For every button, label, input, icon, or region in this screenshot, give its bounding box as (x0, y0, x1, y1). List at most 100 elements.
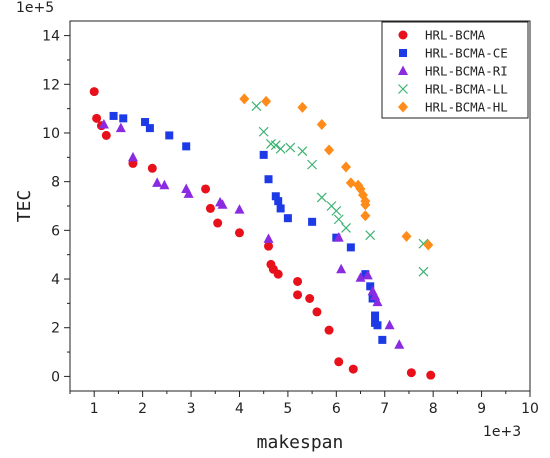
x-tick-label: 10 (521, 401, 539, 417)
data-point-hrl-bcma-hl (239, 93, 250, 105)
data-point-hrl-bcma-hl (297, 101, 308, 113)
data-point-hrl-bcma-ce (308, 217, 317, 226)
data-point-hrl-bcma-ce (119, 114, 128, 123)
data-point-hrl-bcma (147, 163, 157, 173)
y-tick-label: 10 (42, 126, 60, 142)
legend-entry-hrl-bcma-hl: HRL-BCMA-HL (425, 100, 508, 115)
data-point-hrl-bcma-ll (331, 205, 342, 216)
data-point-hrl-bcma (293, 276, 303, 286)
legend-entry-hrl-bcma-ce: HRL-BCMA-CE (425, 46, 508, 61)
data-point-hrl-bcma-ce (271, 192, 280, 201)
data-point-hrl-bcma-ri (183, 188, 194, 198)
data-point-hrl-bcma-ri (98, 118, 109, 129)
data-point-hrl-bcma-hl (423, 239, 434, 251)
data-point-hrl-bcma-ll (285, 142, 296, 153)
legend-marker-hrl-bcma-ll (398, 84, 408, 94)
x-multiplier-label: 1e+3 (483, 424, 521, 440)
data-point-hrl-bcma-ll (341, 222, 351, 233)
legend-marker-hrl-bcma-hl (398, 101, 408, 113)
data-point-hrl-bcma-ce (182, 142, 191, 151)
data-point-hrl-bcma-ri (159, 179, 170, 190)
data-point-hrl-bcma-ri (234, 204, 245, 214)
x-tick-label: 1 (90, 401, 99, 417)
y-multiplier-label: 1e+5 (16, 0, 54, 16)
data-point-hrl-bcma-ri (217, 199, 228, 209)
data-points (89, 87, 436, 380)
data-point-hrl-bcma-hl (261, 95, 272, 107)
data-point-hrl-bcma-ce (361, 270, 370, 279)
data-point-hrl-bcma (334, 357, 344, 367)
x-tick-label: 4 (235, 401, 244, 417)
data-point-hrl-bcma (234, 228, 244, 238)
data-point-hrl-bcma-ri (333, 232, 344, 242)
data-point-hrl-bcma-ll (418, 266, 429, 277)
x-tick-label: 2 (138, 401, 147, 417)
data-point-hrl-bcma-ce (371, 311, 380, 320)
legend-entry-hrl-bcma-ri: HRL-BCMA-RI (425, 64, 508, 79)
data-point-hrl-bcma-ri (362, 269, 373, 280)
data-point-hrl-bcma-ce (259, 150, 268, 159)
data-point-hrl-bcma-ri (115, 122, 126, 133)
data-point-hrl-bcma (406, 368, 416, 378)
data-point-hrl-bcma-ll (365, 230, 376, 241)
data-point-hrl-bcma-hl (360, 199, 371, 211)
legend: HRL-BCMA HRL-BCMA-CE HRL-BCMA-RI HRL-BCMA-L… (381, 21, 529, 119)
data-point-hrl-bcma-ll (251, 101, 262, 112)
data-point-hrl-bcma-ce (264, 175, 273, 184)
x-tick-label: 5 (283, 401, 292, 417)
y-tick-label: 12 (42, 77, 60, 93)
data-point-hrl-bcma (92, 113, 102, 123)
data-point-hrl-bcma-ri (355, 272, 366, 282)
data-point-hrl-bcma-ll (333, 214, 344, 225)
data-point-hrl-bcma (348, 364, 358, 374)
legend-entry-hrl-bcma: HRL-BCMA (425, 28, 486, 43)
data-point-hrl-bcma-ri (263, 233, 274, 243)
x-tick-label: 7 (380, 401, 389, 417)
x-tick-label: 6 (332, 401, 341, 417)
data-point-hrl-bcma (101, 130, 111, 140)
legend-entry-hrl-bcma-ll: HRL-BCMA-LL (425, 82, 508, 97)
data-point-hrl-bcma-ce (366, 282, 375, 291)
data-point-hrl-bcma-hl (345, 177, 356, 189)
legend-marker-hrl-bcma (398, 30, 408, 40)
data-point-hrl-bcma (213, 218, 223, 228)
data-point-hrl-bcma-hl (341, 161, 351, 173)
x-tick-label: 9 (477, 401, 486, 417)
data-point-hrl-bcma-ri (152, 177, 163, 187)
data-point-hrl-bcma-hl (316, 118, 327, 130)
data-point-hrl-bcma (205, 203, 215, 213)
legend-marker-hrl-bcma-ce (399, 49, 407, 57)
data-point-hrl-bcma (426, 370, 436, 380)
data-point-hrl-bcma-ce (283, 214, 292, 223)
data-point-hrl-bcma (201, 184, 211, 194)
data-point-hrl-bcma (273, 269, 283, 279)
data-point-hrl-bcma-ll (270, 140, 281, 151)
data-point-hrl-bcma-ce (165, 131, 174, 140)
x-axis-title: makespan (257, 432, 344, 453)
data-point-hrl-bcma (264, 241, 274, 251)
y-axis-title: TEC (14, 190, 35, 223)
data-point-hrl-bcma-ri (394, 339, 405, 349)
y-tick-label: 4 (51, 272, 60, 288)
data-point-hrl-bcma-ce (145, 124, 154, 133)
data-point-hrl-bcma (324, 325, 334, 335)
y-tick-label: 14 (42, 29, 60, 45)
data-point-hrl-bcma-ce (274, 197, 283, 206)
data-point-hrl-bcma (305, 294, 315, 303)
data-point-hrl-bcma-ri (127, 151, 138, 162)
data-point-hrl-bcma-ll (297, 146, 308, 157)
y-tick-label: 0 (51, 369, 60, 385)
data-point-hrl-bcma-ri (372, 296, 383, 307)
data-point-hrl-bcma (89, 87, 99, 97)
x-tick-label: 3 (187, 401, 196, 417)
data-point-hrl-bcma-ce (109, 111, 118, 120)
data-point-hrl-bcma-hl (401, 230, 412, 242)
data-point-hrl-bcma-ri (384, 319, 395, 330)
data-point-hrl-bcma (293, 290, 303, 300)
data-point-hrl-bcma-ce (276, 204, 285, 213)
data-point-hrl-bcma-ll (307, 159, 318, 170)
data-point-hrl-bcma-ll (316, 192, 327, 203)
data-point-hrl-bcma-ll (275, 143, 286, 154)
